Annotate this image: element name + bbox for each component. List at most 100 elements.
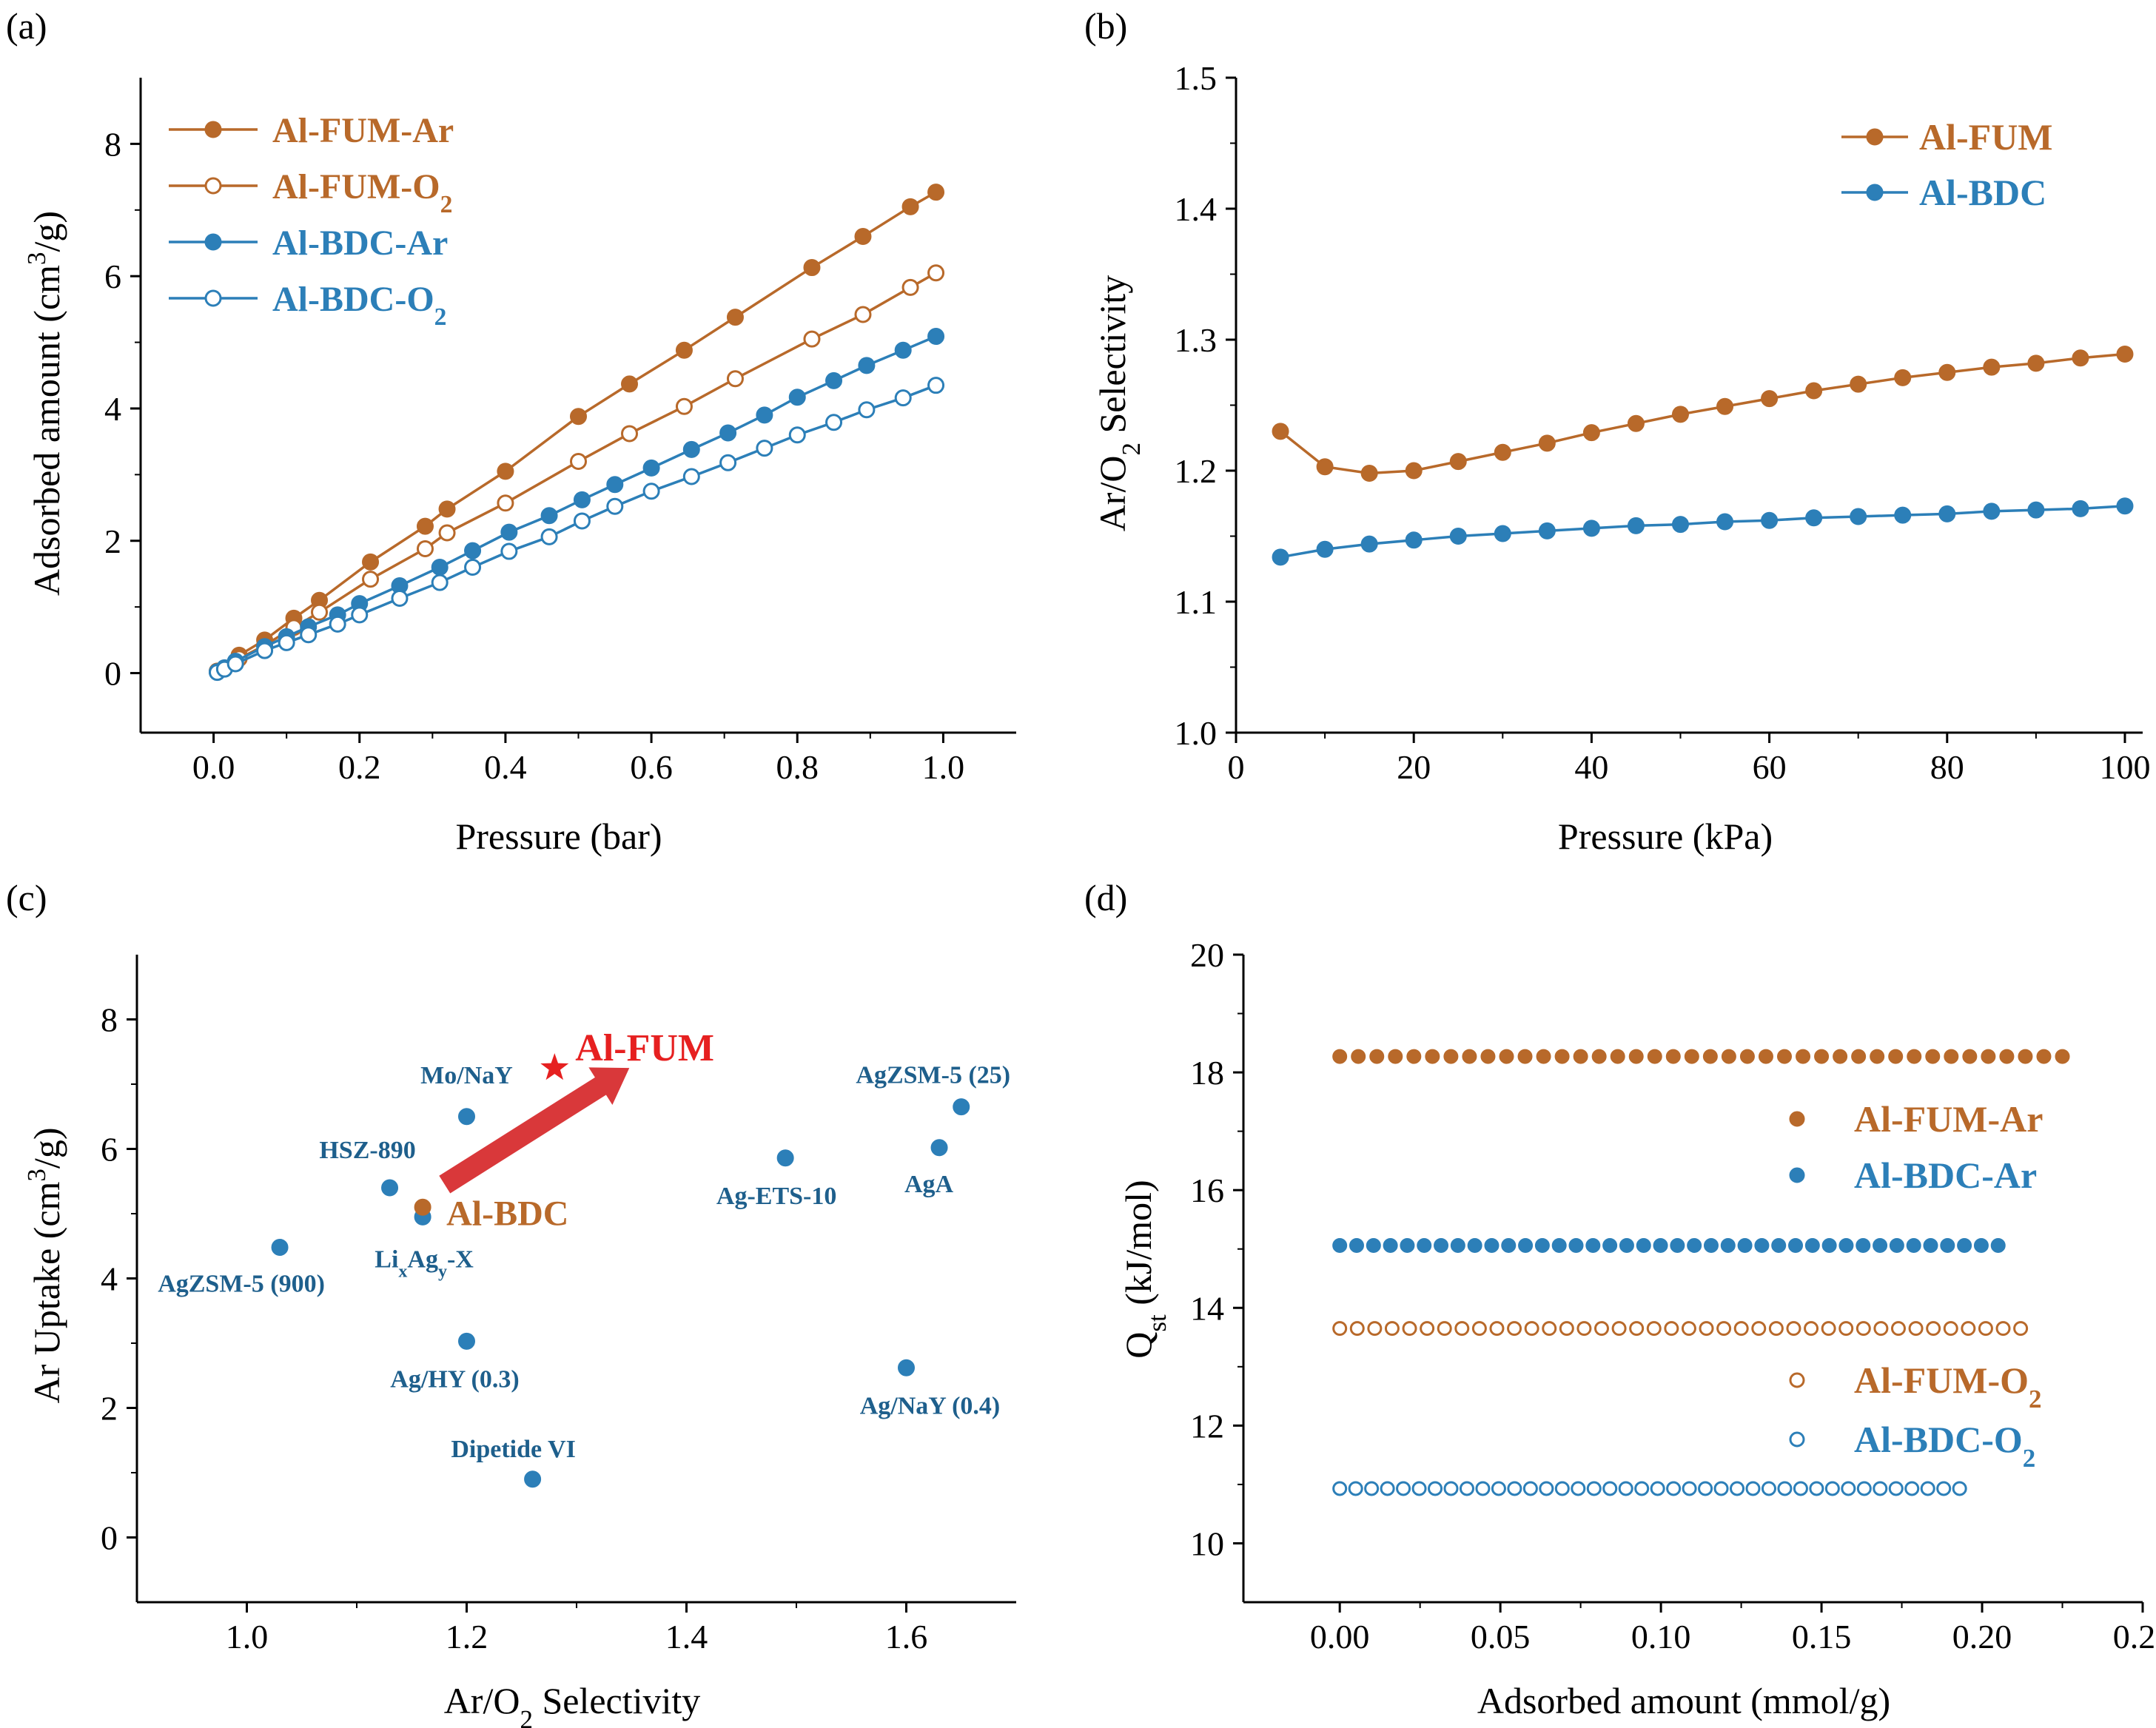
- d-data-point: [1957, 1237, 1972, 1253]
- b-data-point: [2116, 497, 2134, 515]
- d-legend-marker: [1789, 1431, 1805, 1448]
- c-data-point: [776, 1149, 794, 1167]
- panel-c-chart: (c) 1.0 1.2 1.4 1.6 0 2 4 6 8 Mo/NaY HSZ-890 LixAg…: [6, 877, 1016, 1728]
- b-legend-label: Al-FUM: [1919, 116, 2053, 158]
- d-data-point: [1856, 1237, 1871, 1253]
- d-data-point: [1745, 1481, 1761, 1496]
- c-trend-arrow: [439, 1067, 630, 1194]
- d-data-point: [1786, 1321, 1801, 1337]
- b-data-point: [1272, 548, 1289, 566]
- a-data-point: [927, 264, 945, 282]
- c-data-point: [930, 1139, 948, 1157]
- d-data-point: [2018, 1049, 2033, 1064]
- c-data-point: [524, 1470, 542, 1488]
- d-data-point: [1484, 1237, 1500, 1253]
- c-y-tick-label: 8: [101, 1001, 118, 1039]
- c-point-label: Ag-ETS-10: [716, 1183, 836, 1210]
- d-data-point: [1480, 1049, 1496, 1064]
- b-data-point: [1938, 505, 1956, 522]
- d-data-point: [1758, 1049, 1773, 1064]
- c-al-fum-label: Al-FUM: [575, 1027, 714, 1069]
- b-x-tick-label: 40: [1574, 748, 1608, 786]
- a-data-point: [901, 198, 919, 215]
- b-data-point: [1850, 508, 1867, 525]
- d-data-point: [1437, 1321, 1452, 1337]
- c-point-label: AgZSM-5 (25): [856, 1062, 1010, 1089]
- d-data-point: [1990, 1237, 2006, 1253]
- a-data-point: [726, 309, 744, 326]
- d-x-tick-label: 0.10: [1631, 1618, 1691, 1655]
- a-data-point: [854, 228, 872, 246]
- d-data-point: [1999, 1049, 2015, 1064]
- d-data-point: [1962, 1049, 1978, 1064]
- a-data-point: [803, 259, 821, 277]
- d-legend-marker: [1789, 1111, 1805, 1127]
- d-data-point: [1417, 1237, 1432, 1253]
- d-data-point: [1443, 1481, 1459, 1496]
- b-x-tick-label: 100: [2099, 748, 2150, 786]
- panel-label-c: (c): [6, 877, 47, 918]
- d-x-tick-label: 0.15: [1792, 1618, 1852, 1655]
- d-data-point: [1809, 1481, 1824, 1496]
- d-data-point: [1952, 1481, 1967, 1496]
- y-axis-label-a: Adsorbed amount (cm3/g): [22, 211, 68, 596]
- d-data-point: [1434, 1237, 1449, 1253]
- a-y-tick-label: 0: [104, 655, 121, 693]
- a-x-tick-label: 0.8: [776, 748, 819, 786]
- y-axis-label-d: Qst (kJ/mol): [1118, 1180, 1172, 1358]
- d-data-point: [1471, 1321, 1487, 1337]
- c-point-label: AgZSM-5 (900): [158, 1271, 325, 1298]
- d-data-point: [1522, 1481, 1538, 1496]
- d-data-point: [1681, 1321, 1696, 1337]
- a-data-point: [756, 406, 773, 424]
- d-data-point: [1351, 1049, 1366, 1064]
- b-data-point: [1449, 528, 1467, 545]
- a-data-point: [500, 523, 518, 541]
- a-data-point: [788, 426, 806, 444]
- d-data-point: [1618, 1481, 1633, 1496]
- legend-a: Al-FUM-Ar Al-FUM-O2 Al-BDC-Ar Al-BDC-O2: [169, 111, 454, 331]
- a-legend-label: Al-FUM-O2: [272, 167, 452, 218]
- d-data-point: [1383, 1237, 1398, 1253]
- a-data-point: [573, 491, 591, 508]
- d-data-point: [1489, 1321, 1505, 1337]
- a-data-point: [756, 440, 773, 457]
- b-x-tick-label: 60: [1753, 748, 1787, 786]
- d-data-point: [1542, 1321, 1557, 1337]
- a-data-point: [726, 370, 744, 388]
- d-data-point: [1751, 1321, 1767, 1337]
- a-data-point: [606, 476, 624, 494]
- c-point-label: LixAgy-X: [375, 1245, 474, 1281]
- b-legend-marker: [1866, 128, 1884, 146]
- d-data-point: [1411, 1481, 1427, 1496]
- b-y-tick-label: 1.1: [1175, 583, 1218, 621]
- a-data-point: [226, 655, 244, 673]
- d-data-point: [1536, 1049, 1551, 1064]
- d-data-point: [1517, 1049, 1533, 1064]
- d-data-point: [1925, 1049, 1941, 1064]
- d-data-point: [1650, 1481, 1665, 1496]
- d-data-point: [1634, 1481, 1650, 1496]
- b-data-point: [2116, 345, 2134, 363]
- c-y-tick-label: 4: [101, 1260, 118, 1298]
- d-data-point: [1602, 1481, 1618, 1496]
- a-legend-marker: [204, 121, 222, 138]
- a-data-point: [927, 377, 945, 394]
- d-data-point: [1576, 1321, 1592, 1337]
- d-data-point: [1961, 1321, 1976, 1337]
- c-data-point: [953, 1098, 970, 1116]
- d-data-point: [1571, 1481, 1586, 1496]
- y-axis-label-c: Ar Uptake (cm3/g): [22, 1128, 68, 1404]
- a-data-point: [416, 539, 434, 557]
- a-data-point: [500, 542, 518, 560]
- a-y-tick-label: 6: [104, 258, 121, 295]
- a-legend-marker: [204, 177, 222, 195]
- a-data-point: [570, 452, 587, 470]
- d-data-point: [1384, 1321, 1400, 1337]
- a-x-tick-label: 0.2: [338, 748, 381, 786]
- a-legend-label: Al-FUM-Ar: [272, 111, 454, 150]
- d-data-point: [1890, 1321, 1906, 1337]
- d-data-point: [1366, 1237, 1381, 1253]
- a-data-point: [682, 468, 700, 485]
- d-data-point: [1602, 1237, 1618, 1253]
